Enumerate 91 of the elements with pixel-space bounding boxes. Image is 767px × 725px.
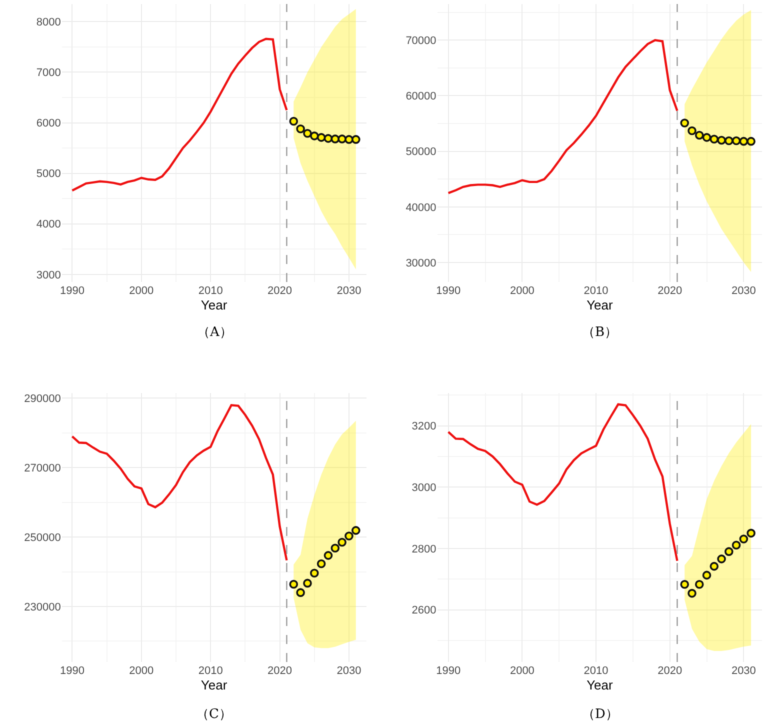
x-axis-title: Year bbox=[586, 298, 614, 313]
line-series bbox=[447, 39, 678, 194]
y-tick-label: 5000 bbox=[36, 168, 61, 180]
point bbox=[710, 134, 719, 144]
point bbox=[680, 118, 690, 128]
y-tick-label: 6000 bbox=[36, 118, 61, 130]
y-tick-label: 4000 bbox=[36, 218, 61, 231]
y-tick-label: 270000 bbox=[24, 462, 61, 474]
y-tick-label: 3000 bbox=[412, 482, 436, 494]
point bbox=[338, 538, 346, 547]
y-tick-label: 60000 bbox=[406, 90, 436, 103]
point bbox=[310, 132, 319, 140]
text: （C） bbox=[196, 707, 232, 722]
point bbox=[344, 135, 354, 144]
point bbox=[702, 133, 712, 142]
y-tick-label: 250000 bbox=[24, 532, 61, 544]
x-tick-label: 2000 bbox=[510, 665, 534, 677]
point bbox=[316, 559, 326, 568]
point bbox=[289, 116, 298, 126]
y-tick-label: 7000 bbox=[36, 67, 61, 80]
point bbox=[694, 580, 704, 589]
point bbox=[746, 528, 756, 538]
x-tick-label: 2030 bbox=[336, 665, 362, 677]
x-tick-label: 2020 bbox=[658, 285, 682, 297]
point bbox=[739, 136, 748, 146]
x-tick-label: 2030 bbox=[336, 285, 362, 297]
text: （D） bbox=[582, 707, 618, 722]
y-tick-label: 8000 bbox=[36, 16, 61, 29]
y-tick-label: 290000 bbox=[24, 393, 61, 406]
point bbox=[324, 551, 333, 560]
y-tick-label: 2800 bbox=[412, 543, 436, 556]
y-tick-label: 2600 bbox=[412, 604, 436, 617]
point bbox=[717, 554, 726, 564]
line-series bbox=[447, 403, 678, 562]
point bbox=[352, 526, 360, 535]
x-axis-title: Year bbox=[586, 678, 614, 693]
x-tick-label: 2010 bbox=[584, 665, 608, 677]
point bbox=[330, 544, 340, 553]
y-tick-label: 3200 bbox=[412, 420, 436, 433]
point bbox=[303, 578, 312, 588]
point bbox=[724, 136, 734, 146]
point bbox=[710, 562, 719, 571]
point bbox=[296, 588, 305, 597]
x-tick-label: 1990 bbox=[60, 665, 84, 677]
point bbox=[724, 547, 734, 556]
line-series bbox=[71, 38, 288, 192]
y-tick-label: 3000 bbox=[36, 269, 61, 282]
x-tick-label: 2020 bbox=[268, 285, 292, 297]
x-tick-label: 2030 bbox=[731, 285, 756, 297]
point bbox=[330, 134, 340, 144]
text: （B） bbox=[582, 325, 618, 340]
point bbox=[739, 534, 748, 544]
point bbox=[688, 126, 696, 136]
point bbox=[289, 580, 298, 589]
y-tick-label: 40000 bbox=[406, 202, 436, 214]
point bbox=[694, 130, 704, 140]
x-tick-label: 2010 bbox=[198, 665, 223, 677]
point bbox=[680, 580, 690, 589]
y-tick-label: 230000 bbox=[24, 601, 61, 614]
point bbox=[717, 136, 726, 145]
point bbox=[352, 135, 360, 144]
point bbox=[316, 133, 326, 142]
point bbox=[310, 568, 319, 578]
x-tick-label: 2000 bbox=[129, 665, 154, 677]
line-series bbox=[71, 404, 288, 562]
y-tick-label: 50000 bbox=[406, 146, 436, 158]
x-tick-label: 2020 bbox=[268, 665, 292, 677]
x-tick-label: 2020 bbox=[658, 665, 682, 677]
point bbox=[338, 134, 346, 144]
x-tick-label: 2030 bbox=[731, 665, 756, 677]
x-tick-label: 2000 bbox=[129, 285, 154, 297]
x-tick-label: 1990 bbox=[436, 665, 461, 677]
x-axis-title: Year bbox=[200, 298, 228, 313]
point bbox=[746, 136, 756, 146]
point bbox=[324, 134, 333, 143]
point bbox=[688, 588, 696, 598]
x-tick-label: 1990 bbox=[436, 285, 461, 297]
y-tick-label: 30000 bbox=[406, 257, 436, 270]
x-tick-label: 1990 bbox=[60, 285, 84, 297]
point bbox=[303, 129, 312, 138]
point bbox=[296, 124, 305, 134]
x-tick-label: 2000 bbox=[510, 285, 534, 297]
x-tick-label: 2010 bbox=[584, 285, 608, 297]
x-tick-label: 2010 bbox=[198, 285, 223, 297]
x-axis-title: Year bbox=[200, 678, 228, 693]
y-tick-label: 70000 bbox=[406, 34, 436, 47]
point bbox=[344, 532, 354, 540]
point bbox=[702, 570, 712, 580]
text: （A） bbox=[197, 325, 232, 340]
point bbox=[732, 540, 741, 550]
point bbox=[732, 136, 741, 146]
